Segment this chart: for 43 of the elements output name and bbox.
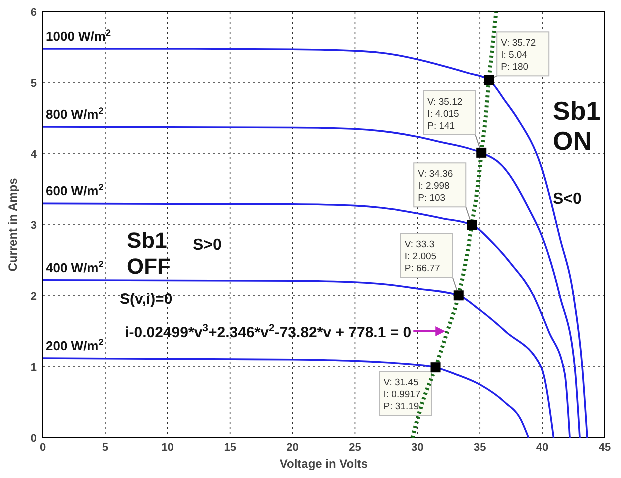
x-tick-label: 45 <box>598 442 612 454</box>
line-series <box>42 202 571 439</box>
series-label: 1000 W/m$^{2}$ <box>46 28 112 44</box>
annotation: V: 31.45 I: 0.9917 P: 31.19 <box>384 378 421 413</box>
series-label: 800 W/m$^{2}$ <box>46 106 104 122</box>
x-tick-label: 0 <box>40 442 46 454</box>
x-axis-title: Voltage in Volts <box>280 457 368 471</box>
annotation: V: 34.36 I: 2.998 P: 103 <box>418 169 454 204</box>
annotation: S>0 <box>193 237 222 254</box>
series-label: 600 W/m$^{2}$ <box>46 182 104 199</box>
x-tick-label: 20 <box>286 442 299 454</box>
y-tick-label: 0 <box>30 433 37 445</box>
y-tick-label: 1 <box>30 362 37 374</box>
x-tick-label: 5 <box>102 442 109 454</box>
annotation: V: 33.3 I: 2.005 P: 66.77 <box>404 240 440 275</box>
x-tick-label: 25 <box>349 442 362 454</box>
annotation: S(v,i)=0 <box>120 291 173 308</box>
x-tick-label: 15 <box>224 442 236 454</box>
y-axis-title: Current in Amps <box>6 178 20 272</box>
x-tick-label: 10 <box>162 442 174 454</box>
x-tick-label: 35 <box>474 442 486 454</box>
annotation: i-0.02499*v$^{3}$+2.346*v$^{2}$-73.82*v + 778.1 = 0 <box>125 322 412 342</box>
series-label: 200 W/m$^{2}$ <box>46 337 104 354</box>
annotation: Sb1 ON <box>553 96 601 156</box>
x-tick-label: 40 <box>536 442 549 454</box>
y-tick-label: 2 <box>30 291 37 303</box>
y-tick-label: 3 <box>30 220 37 232</box>
line-series <box>42 358 530 439</box>
point <box>454 290 464 301</box>
annotation: V: 35.12 I: 4.015 P: 141 <box>428 96 463 132</box>
line-series <box>42 279 555 439</box>
series-label: 400 W/m$^{2}$ <box>46 259 104 276</box>
point <box>467 220 478 230</box>
x-tick-label: 30 <box>412 442 424 454</box>
annotation: V: 35.72 I: 5.04 P: 180 <box>501 38 536 74</box>
point <box>484 75 494 86</box>
annotation: S<0 <box>553 191 582 208</box>
y-tick-label: 5 <box>30 78 37 90</box>
y-tick-label: 6 <box>30 7 37 19</box>
y-tick-label: 4 <box>30 149 38 161</box>
annotation: Sb1 OFF <box>127 228 171 279</box>
point <box>476 148 487 158</box>
point <box>430 362 441 373</box>
